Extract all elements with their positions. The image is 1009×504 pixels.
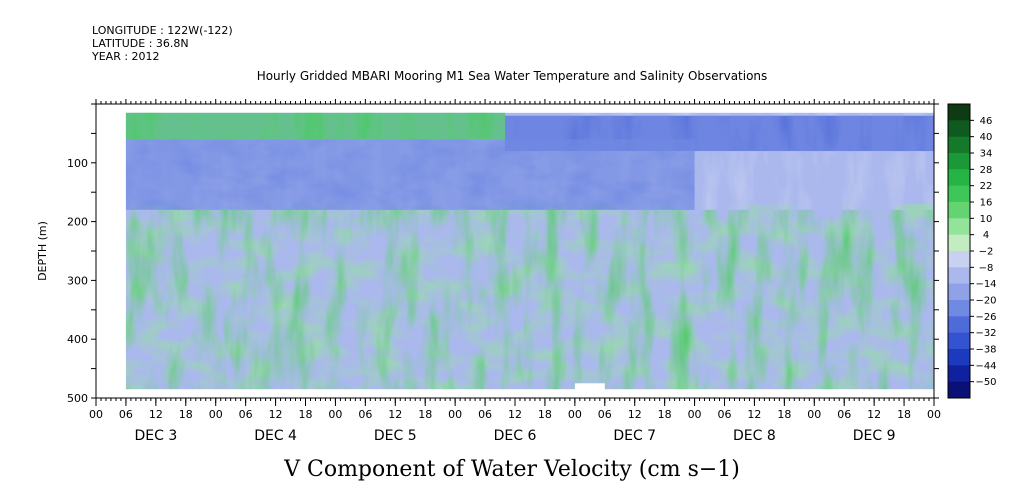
y-tick-label: 200 (67, 216, 88, 229)
colorbar-label: 34 (980, 149, 993, 160)
colorbar-swatch (948, 153, 970, 170)
x-tick-label: 00 (209, 408, 223, 421)
colorbar: 46 40 34 28 22 16 10 4 −2 −8 −14 −20 −26 −32 −38 −44 −50 (947, 103, 997, 399)
green-core-layer (125, 209, 934, 390)
colorbar-swatch (948, 202, 970, 219)
x-tick-label: 06 (718, 408, 732, 421)
colorbar-label: 46 (980, 116, 993, 127)
day-label: DEC 7 (613, 428, 656, 444)
colorbar-label: 10 (980, 214, 993, 225)
x-tick-label: 06 (239, 408, 253, 421)
colorbar-swatch (948, 234, 970, 252)
x-tick-label: 12 (628, 408, 642, 421)
day-label: DEC 9 (853, 428, 896, 444)
colorbar-swatch (948, 136, 970, 154)
y-tick-label: 300 (67, 274, 88, 287)
y-tick-label: 100 (67, 157, 88, 170)
x-tick-label: 18 (658, 408, 672, 421)
x-tick-label: 00 (448, 408, 462, 421)
colorbar-label: 22 (980, 181, 993, 192)
x-tick-label: 12 (747, 408, 761, 421)
x-tick-label: 18 (777, 408, 791, 421)
day-label: DEC 3 (134, 428, 177, 444)
x-tick-label: 18 (418, 408, 432, 421)
y-axis-label: DEPTH (m) (36, 221, 49, 281)
y-tick-label: 500 (67, 392, 88, 405)
x-tick-label: 06 (478, 408, 492, 421)
colorbar-swatch (948, 349, 970, 366)
x-tick-label: 12 (867, 408, 881, 421)
x-tick-label: 00 (89, 408, 103, 421)
colorbar-swatch (948, 283, 970, 301)
x-tick-label: 18 (538, 408, 552, 421)
x-tick-label: 00 (807, 408, 821, 421)
y-tick-label: 400 (67, 333, 88, 346)
x-tick-label: 06 (598, 408, 612, 421)
x-tick-label: 00 (688, 408, 702, 421)
x-tick-label: 18 (179, 408, 193, 421)
colorbar-label: −20 (975, 296, 996, 307)
colorbar-label: −2 (979, 247, 994, 258)
x-tick-label: 12 (508, 408, 522, 421)
feature-mark-solid (125, 139, 695, 210)
colorbar-label: −32 (975, 328, 996, 339)
colorbar-swatch (948, 169, 970, 187)
field-green-core (125, 209, 934, 390)
x-tick-label: 00 (927, 408, 941, 421)
x-tick-label: 12 (269, 408, 283, 421)
colorbar-swatch (948, 251, 970, 268)
feature-mark-solid (125, 112, 506, 140)
x-tick-label: 12 (388, 408, 402, 421)
y-axis: 100 200 300 400 500 (67, 103, 939, 405)
x-tick-label: 06 (358, 408, 372, 421)
day-label: DEC 5 (374, 428, 417, 444)
day-label: DEC 4 (254, 428, 297, 444)
colorbar-label: −26 (975, 312, 996, 323)
heatmap-field (125, 112, 934, 391)
x-tick-label: 18 (299, 408, 313, 421)
colorbar-swatch (948, 267, 970, 285)
latitude-label: LATITUDE : 36.8N (92, 37, 189, 50)
colorbar-label: 40 (980, 132, 993, 143)
day-label: DEC 8 (733, 428, 776, 444)
colorbar-label: −44 (975, 361, 996, 372)
colorbar-swatch (948, 300, 970, 317)
colorbar-label: 4 (983, 230, 989, 241)
colorbar-swatch (948, 365, 970, 383)
x-tick-label: 00 (328, 408, 342, 421)
x-axis: 00 06 12 18 00 06 12 18 00 06 12 18 00 06 12 18 00 06 12 18… (89, 99, 941, 444)
colorbar-label: −38 (975, 345, 996, 356)
colorbar-label: 28 (980, 165, 993, 176)
x-tick-label: 12 (149, 408, 163, 421)
x-tick-label: 00 (568, 408, 582, 421)
colorbar-swatch (948, 316, 970, 334)
colorbar-label: −8 (979, 263, 994, 274)
colorbar-label: −14 (975, 279, 996, 290)
colorbar-label: 16 (980, 198, 993, 209)
day-label: DEC 6 (494, 428, 537, 444)
longitude-label: LONGITUDE : 122W(-122) (92, 24, 233, 37)
x-tick-label: 06 (119, 408, 133, 421)
chart-title: Hourly Gridded MBARI Mooring M1 Sea Wate… (257, 69, 768, 83)
year-label: YEAR : 2012 (91, 50, 160, 63)
missing-data-block (574, 383, 605, 391)
x-tick-label: 06 (837, 408, 851, 421)
colorbar-swatch (948, 185, 970, 203)
colorbar-swatch (948, 104, 970, 121)
colorbar-swatch (948, 332, 970, 350)
x-tick-label: 18 (897, 408, 911, 421)
colorbar-label: −50 (975, 377, 996, 388)
colorbar-swatch (948, 120, 970, 138)
colorbar-swatch (948, 381, 970, 399)
variable-label: V Component of Water Velocity (cm s−1) (283, 457, 740, 482)
colorbar-swatch (948, 218, 970, 236)
